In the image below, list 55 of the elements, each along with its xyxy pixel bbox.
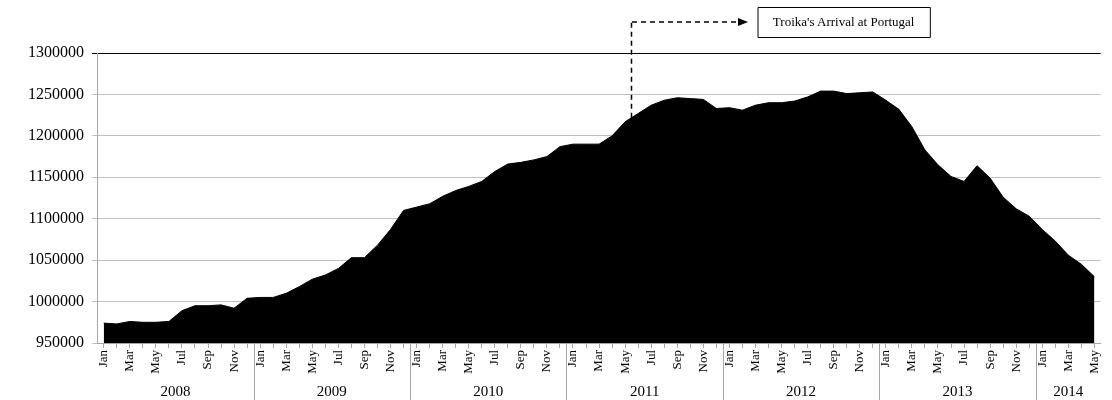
x-tick-label: Sep bbox=[512, 350, 528, 370]
x-tick-label: Jul bbox=[955, 349, 971, 366]
x-tick-label: Mar bbox=[746, 349, 762, 372]
x-tick-label: Sep bbox=[355, 350, 371, 370]
x-tick-label: Mar bbox=[590, 349, 606, 372]
text: 2008 bbox=[160, 382, 191, 399]
x-tick-label: Nov bbox=[1007, 349, 1023, 373]
y-tick-label: 1250000 bbox=[28, 84, 84, 102]
x-tick-label: Jan bbox=[564, 349, 580, 368]
y-tick-label: 1300000 bbox=[28, 43, 84, 61]
text: 2012 bbox=[786, 382, 817, 399]
text: 2013 bbox=[942, 382, 973, 399]
x-tick-label: May bbox=[147, 349, 163, 374]
y-tick-label: 1050000 bbox=[28, 250, 84, 268]
x-tick-label: May bbox=[303, 349, 319, 374]
text: 2010 bbox=[473, 382, 504, 399]
x-tick-label: May bbox=[616, 349, 632, 374]
x-tick-label: Mar bbox=[277, 349, 293, 372]
ref-line-label: Troika's Arrival at Portugal bbox=[772, 14, 915, 30]
x-tick-label: Jan bbox=[1033, 349, 1049, 368]
text: 2011 bbox=[629, 382, 660, 399]
x-tick-label: Mar bbox=[903, 349, 919, 372]
text: 2009 bbox=[316, 382, 347, 399]
x-tick-label: Mar bbox=[121, 349, 137, 372]
x-tick-label: Nov bbox=[538, 349, 554, 373]
x-tick-label: Nov bbox=[851, 349, 867, 373]
y-tick-label: 950000 bbox=[36, 333, 84, 351]
x-tick-label: Mar bbox=[434, 349, 450, 372]
x-tick-label: Jan bbox=[877, 349, 893, 368]
y-tick-label: 1100000 bbox=[28, 208, 84, 226]
x-tick-label: May bbox=[1085, 349, 1101, 374]
x-tick-label: Jul bbox=[642, 349, 658, 366]
text: 2014 bbox=[1053, 382, 1084, 399]
x-tick-label: Sep bbox=[981, 350, 997, 370]
y-tick-label: 1200000 bbox=[28, 126, 84, 144]
x-tick-label: Nov bbox=[694, 349, 710, 373]
x-tick-label: Jul bbox=[329, 349, 345, 366]
x-tick-label: May bbox=[772, 349, 788, 374]
x-tick-label: Jan bbox=[407, 349, 423, 368]
x-tick-label: Sep bbox=[668, 350, 684, 370]
x-tick-label: Jul bbox=[799, 349, 815, 366]
x-tick-label: Sep bbox=[825, 350, 841, 370]
x-tick-label: May bbox=[460, 349, 476, 374]
x-tick-label: Nov bbox=[225, 349, 241, 373]
x-tick-label: May bbox=[929, 349, 945, 374]
x-tick-label: Sep bbox=[199, 350, 215, 370]
x-tick-label: Jan bbox=[95, 349, 111, 368]
x-tick-label: Jul bbox=[486, 349, 502, 366]
x-tick-label: Jul bbox=[173, 349, 189, 366]
y-tick-label: 1000000 bbox=[28, 291, 84, 309]
y-tick-label: 1150000 bbox=[28, 167, 84, 185]
x-tick-label: Jan bbox=[720, 349, 736, 368]
x-tick-label: Jan bbox=[251, 349, 267, 368]
x-tick-label: Nov bbox=[381, 349, 397, 373]
x-tick-label: Mar bbox=[1059, 349, 1075, 372]
